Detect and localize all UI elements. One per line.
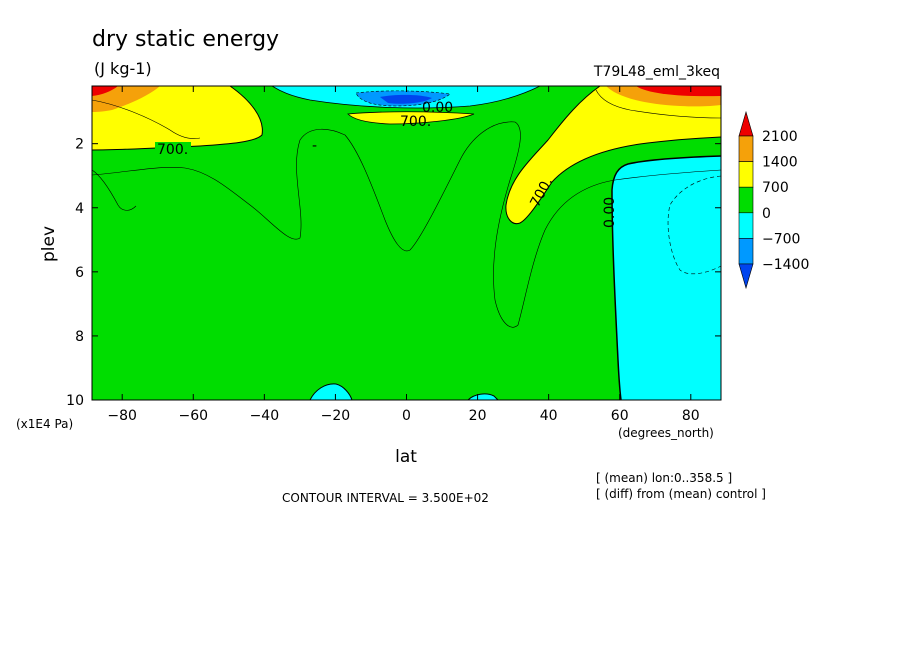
contour-label-bg	[155, 142, 191, 156]
x-tick-label: 20	[469, 408, 487, 424]
contour-label: 0.00	[602, 197, 618, 228]
field-darkblue-top	[380, 94, 432, 104]
contour-line	[611, 155, 721, 400]
contour-label: 0.00	[422, 100, 453, 116]
colorbar: 2100 1400 700 0 −700 −1400	[738, 110, 809, 290]
contour-line	[92, 121, 721, 328]
contour-label: 700.	[400, 114, 431, 130]
field-yellow-centre	[348, 111, 474, 124]
colorbar-segment	[738, 186, 754, 214]
x-tick-label: −20	[321, 408, 351, 424]
colorbar-label: −1400	[762, 257, 809, 273]
colorbar-label: 700	[762, 180, 789, 196]
run-label: T79L48_eml_3keq	[593, 64, 720, 80]
y-tick-label: 2	[75, 137, 84, 153]
y-axis-title: plev	[39, 226, 59, 262]
x-tick-label: 60	[611, 408, 629, 424]
y-axis: 2 4 6 8 10	[66, 137, 721, 409]
colorbar-arrow-bottom	[738, 263, 754, 290]
contour-line	[347, 111, 475, 125]
contour-line	[355, 90, 451, 107]
contour-line	[595, 89, 721, 119]
x-axis-units: (degrees_north)	[618, 426, 714, 440]
y-axis-units: (x1E4 Pa)	[16, 417, 73, 431]
contour-label: -	[312, 138, 317, 154]
colorbar-label: 0	[762, 206, 771, 222]
x-tick-label: −80	[107, 408, 137, 424]
colorbar-segment	[738, 161, 754, 188]
contour-line	[92, 169, 137, 211]
colorbar-label: −700	[762, 231, 800, 247]
footnote-diff: [ (diff) from (mean) control ]	[596, 487, 766, 501]
y-tick-label: 8	[75, 329, 84, 345]
y-tick-label: 6	[75, 265, 84, 281]
field-cyan-bottom-right	[468, 393, 498, 400]
contour-lines	[92, 86, 721, 400]
contour-line	[467, 393, 499, 400]
colorbar-label: 1400	[762, 155, 798, 171]
colorbar-segment	[738, 135, 754, 162]
chart-units: (J kg-1)	[94, 59, 152, 78]
contour-line	[271, 86, 541, 109]
field-orange-left	[92, 86, 160, 112]
field-red-left	[92, 86, 118, 96]
footnote-mean: [ (mean) lon:0..358.5 ]	[596, 471, 732, 485]
contour-interval: CONTOUR INTERVAL = 3.500E+02	[282, 491, 489, 505]
x-tick-label: −40	[250, 408, 280, 424]
colorbar-arrow-top	[738, 110, 754, 137]
x-axis-title: lat	[395, 447, 417, 467]
colorbar-segment	[738, 212, 754, 239]
field-cyan-right	[612, 156, 721, 400]
x-tick-label: 80	[682, 408, 700, 424]
contour-line	[667, 175, 721, 275]
x-tick-label: −60	[179, 408, 209, 424]
contour-line	[92, 99, 201, 139]
contour-line	[92, 86, 263, 151]
colorbar-label: 2100	[762, 129, 798, 145]
x-axis: −80 −60 −40 −20 0 20 40 60 80	[107, 86, 700, 424]
contour-line	[309, 383, 353, 400]
y-tick-label: 10	[66, 393, 84, 409]
contour-label: 700.	[157, 142, 188, 158]
field-yellow-left	[92, 86, 263, 150]
field-red-right	[636, 86, 721, 97]
x-tick-label: 40	[540, 408, 558, 424]
x-tick-label: 0	[402, 408, 411, 424]
y-tick-label: 4	[75, 201, 84, 217]
field-yellow-right	[505, 86, 721, 224]
field-cyan-bottom-left	[310, 383, 352, 400]
colorbar-segment	[738, 238, 754, 265]
chart-title: dry static energy	[92, 27, 279, 52]
contour-fill	[92, 86, 721, 400]
contour-line	[505, 86, 721, 225]
